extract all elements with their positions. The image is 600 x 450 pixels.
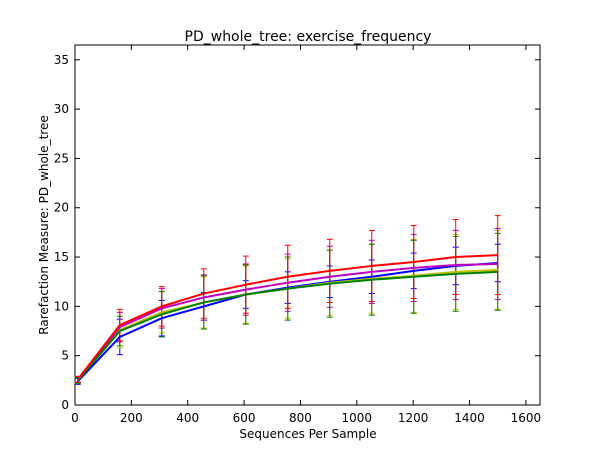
x-tick-label: 1000 <box>342 411 373 425</box>
x-tick-label: 400 <box>176 411 199 425</box>
plot-area <box>74 44 541 406</box>
y-tick-label: 20 <box>54 201 69 215</box>
series-lines <box>77 254 498 383</box>
chart-title: PD_whole_tree: exercise_frequency <box>185 29 432 45</box>
y-tick-label: 35 <box>54 53 69 67</box>
y-tick-label: 0 <box>61 398 69 412</box>
x-tick-label: 800 <box>289 411 312 425</box>
series-line-purple <box>77 262 498 380</box>
y-tick-label: 10 <box>54 299 69 313</box>
y-tick-labels: 0 5 10 15 20 25 30 35 <box>54 53 69 412</box>
x-tick-label: 200 <box>120 411 143 425</box>
x-tick-label: 1600 <box>511 411 542 425</box>
error-bars <box>74 215 501 385</box>
x-axis-label: Sequences Per Sample <box>239 427 376 441</box>
y-axis-label: Rarefaction Measure: PD_whole_tree <box>37 115 51 334</box>
x-tick-label: 1200 <box>398 411 429 425</box>
x-tick-label: 1400 <box>454 411 485 425</box>
y-tick-label: 30 <box>54 102 69 116</box>
tick-marks <box>74 45 540 406</box>
error-bar-red <box>494 215 501 296</box>
y-tick-label: 25 <box>54 151 69 165</box>
y-tick-label: 5 <box>61 349 69 363</box>
y-tick-label: 15 <box>54 250 69 264</box>
x-tick-label: 600 <box>233 411 256 425</box>
x-tick-labels: 0 200 400 600 800 1000 1200 1400 1600 <box>71 411 541 425</box>
series-line-green <box>77 270 498 381</box>
plot-frame <box>74 44 541 406</box>
x-tick-label: 0 <box>71 411 79 425</box>
series-line-red <box>77 254 498 380</box>
